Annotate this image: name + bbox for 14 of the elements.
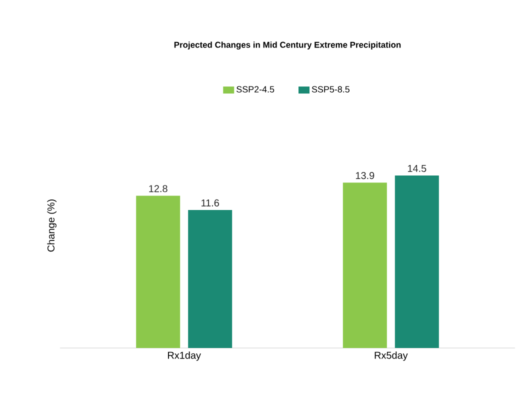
data-label: 11.6 [202, 199, 219, 206]
data-label: 14.5 [408, 164, 426, 172]
bar [394, 175, 439, 348]
data-label: 13.9 [356, 172, 374, 180]
y-axis-title: Change (%) [47, 200, 56, 252]
bar [342, 182, 387, 348]
chart-title: Projected Changes in Mid Century Extreme Precipitation [174, 42, 401, 50]
legend-label: SSP2-4.5 [236, 86, 274, 93]
x-tick-label: Rx1day [168, 352, 201, 361]
data-label: 12.8 [149, 185, 168, 192]
bar [188, 210, 232, 348]
legend-label: SSP5-8.5 [312, 86, 350, 93]
x-tick-label: Rx5day [374, 352, 408, 361]
bar [136, 196, 180, 348]
